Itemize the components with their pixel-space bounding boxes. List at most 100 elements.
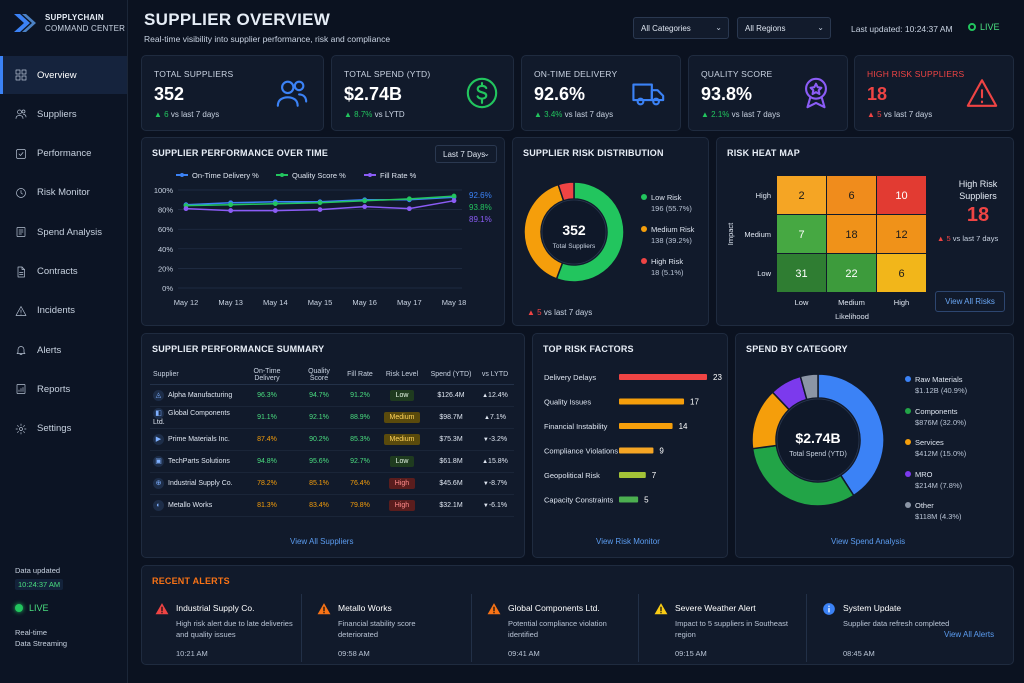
range-select[interactable]: Last 7 Days ⌄	[435, 145, 497, 163]
risk-legend-item: High Risk 18 (5.1%)	[641, 256, 684, 278]
data-point	[228, 202, 234, 208]
sidebar-item-spend-analysis[interactable]: Spend Analysis	[0, 213, 127, 251]
data-point	[272, 208, 278, 213]
heatmap-value: 7	[798, 229, 804, 241]
heatmap-value: 6	[898, 268, 904, 280]
warning-icon	[654, 603, 668, 615]
heatmap-cell[interactable]	[877, 176, 926, 214]
otd-cell: 91.1%	[238, 406, 296, 429]
category-filter[interactable]: All Categories ⌄	[633, 17, 729, 39]
alert-card[interactable]: Industrial Supply Co. High risk alert du…	[150, 594, 302, 662]
truck-icon	[632, 76, 666, 110]
legend-detail: $1.12B (40.9%)	[915, 386, 968, 395]
bar-category-label: Quality Issues	[544, 398, 591, 407]
y-tick-label: 20%	[158, 264, 173, 273]
data-point	[183, 206, 189, 212]
sidebar-item-risk-monitor[interactable]: Risk Monitor	[0, 174, 127, 212]
alert-card[interactable]: Severe Weather Alert Impact to 5 supplie…	[649, 594, 807, 662]
bar-value-label: 17	[690, 398, 699, 407]
chevron-down-icon: ⌄	[715, 23, 722, 32]
kpi-card-total-spend-ytd[interactable]: TOTAL SPEND (YTD) $2.74B ▲ 8.7% vs LYTD	[331, 55, 514, 131]
table-row[interactable]: ▣ TechParts Solutions 94.8% 95.6% 92.7% L…	[150, 450, 514, 473]
fill-rate-cell: 76.4%	[342, 472, 378, 495]
kpi-card-high-risk-suppliers[interactable]: HIGH RISK SUPPLIERS 18 ▲ 5 vs last 7 day…	[854, 55, 1014, 131]
bar-value-label: 9	[659, 447, 664, 456]
legend-label: High Risk	[651, 257, 684, 266]
table-row[interactable]: ◐ Metallo Works 81.3% 83.4% 79.8% High $3…	[150, 494, 514, 517]
heatmap-cell[interactable]	[877, 215, 926, 253]
supplier-logo-icon: ◧	[153, 408, 164, 419]
heatmap-cell[interactable]	[777, 176, 826, 214]
region-filter[interactable]: All Regions ⌄	[737, 17, 831, 39]
kpi-delta-text: vs last 7 days	[883, 110, 933, 119]
column-header[interactable]: Quality Score	[296, 366, 342, 385]
sidebar-item-overview[interactable]: Overview	[0, 56, 127, 94]
users-icon	[275, 76, 309, 110]
region-filter-value: All Regions	[745, 23, 786, 33]
heatmap-value: 12	[895, 229, 907, 241]
heatmap-value: 2	[798, 190, 804, 202]
view-all-suppliers-link[interactable]: View All Suppliers	[290, 537, 354, 546]
last-updated: Last updated: 10:24:37 AM	[851, 24, 953, 34]
legend-label: On-Time Delivery %	[192, 171, 259, 180]
heatmap-row-label: High	[756, 191, 771, 200]
kpi-label: QUALITY SCORE	[701, 69, 773, 79]
heatmap-cell[interactable]	[827, 215, 876, 253]
sidebar-item-settings[interactable]: Settings	[0, 410, 127, 448]
quality-cell: 92.1%	[296, 406, 342, 429]
warning-icon	[15, 305, 27, 317]
sidebar-item-contracts[interactable]: Contracts	[0, 253, 127, 291]
column-header[interactable]: On-Time Delivery	[238, 366, 296, 385]
sidebar-item-performance[interactable]: Performance	[0, 135, 127, 173]
column-header[interactable]: Fill Rate	[342, 366, 378, 385]
sidebar-item-incidents[interactable]: Incidents	[0, 292, 127, 330]
kpi-card-total-suppliers[interactable]: TOTAL SUPPLIERS 352 ▲ 6 vs last 7 days	[141, 55, 324, 131]
heatmap-cell[interactable]	[827, 176, 876, 214]
alert-card[interactable]: Global Components Ltd. Potential complia…	[482, 594, 639, 662]
otd-cell: 78.2%	[238, 472, 296, 495]
sidebar-item-suppliers[interactable]: Suppliers	[0, 95, 127, 133]
otd-cell: 81.3%	[238, 494, 296, 517]
heatmap-cell[interactable]	[877, 254, 926, 292]
column-header[interactable]: Supplier	[150, 366, 238, 385]
spend-legend-item: Services $412M (15.0%)	[905, 437, 966, 459]
column-header[interactable]: Spend (YTD)	[426, 366, 476, 385]
kpi-card-on-time-delivery[interactable]: ON-TIME DELIVERY 92.6% ▲ 3.4% vs last 7 …	[521, 55, 681, 131]
brand-logo[interactable]: SUPPLYCHAIN COMMAND CENTER	[12, 12, 125, 34]
spend-cell: $75.3M	[426, 428, 476, 451]
alert-card[interactable]: System Update Supplier data refresh comp…	[817, 594, 967, 662]
heatmap-value: 31	[795, 268, 807, 280]
table-row[interactable]: ◧ Global Components Ltd. 91.1% 92.1% 88.9…	[150, 406, 514, 429]
grid-icon	[15, 69, 27, 81]
heatmap-cell[interactable]	[777, 215, 826, 253]
fill-rate-cell: 91.2%	[342, 384, 378, 407]
view-spend-analysis-link[interactable]: View Spend Analysis	[831, 537, 906, 546]
y-tick-label: 100%	[154, 186, 174, 195]
alert-card[interactable]: Metallo Works Financial stability score …	[312, 594, 472, 662]
sidebar-item-label: Performance	[37, 148, 92, 160]
x-tick-label: May 12	[174, 298, 199, 307]
heatmap-cell[interactable]	[827, 254, 876, 292]
table-row[interactable]: ▶ Prime Materials Inc. 87.4% 90.2% 85.3% …	[150, 428, 514, 451]
view-risk-monitor-link[interactable]: View Risk Monitor	[596, 537, 660, 546]
risk-distribution-title: SUPPLIER RISK DISTRIBUTION	[523, 148, 664, 158]
heatmap-cell[interactable]	[777, 254, 826, 292]
supplier-name: Metallo Works	[168, 501, 213, 509]
kpi-card-quality-score[interactable]: QUALITY SCORE 93.8% ▲ 2.1% vs last 7 day…	[688, 55, 848, 131]
table-row[interactable]: ⊕ Industrial Supply Co. 78.2% 85.1% 76.4%…	[150, 472, 514, 495]
column-header[interactable]: vs LYTD	[476, 366, 514, 385]
sidebar-item-alerts[interactable]: Alerts	[0, 331, 127, 369]
warning-icon	[965, 76, 999, 110]
performance-line-chart: On-Time Delivery % Quality Score % Fill Ra…	[154, 171, 492, 307]
performance-chart-panel: SUPPLIER PERFORMANCE OVER TIME Last 7 Da…	[141, 137, 505, 326]
heatmap-col-label: Medium	[838, 298, 865, 307]
table-row[interactable]: ◬ Alpha Manufacturing 96.3% 94.7% 91.2% L…	[150, 384, 514, 407]
view-all-risks-button[interactable]: View All Risks	[935, 291, 1005, 312]
column-header[interactable]: Risk Level	[378, 366, 426, 385]
check-square-icon	[15, 148, 27, 160]
spend-center-label: Total Spend (YTD)	[789, 451, 847, 458]
vs-lytd-cell: 15.8%	[488, 457, 508, 465]
sidebar-item-reports[interactable]: Reports	[0, 370, 127, 408]
recent-alerts-panel: RECENT ALERTS Industrial Supply Co. High…	[141, 565, 1014, 665]
view-all-alerts-link[interactable]: View All Alerts	[944, 630, 995, 639]
